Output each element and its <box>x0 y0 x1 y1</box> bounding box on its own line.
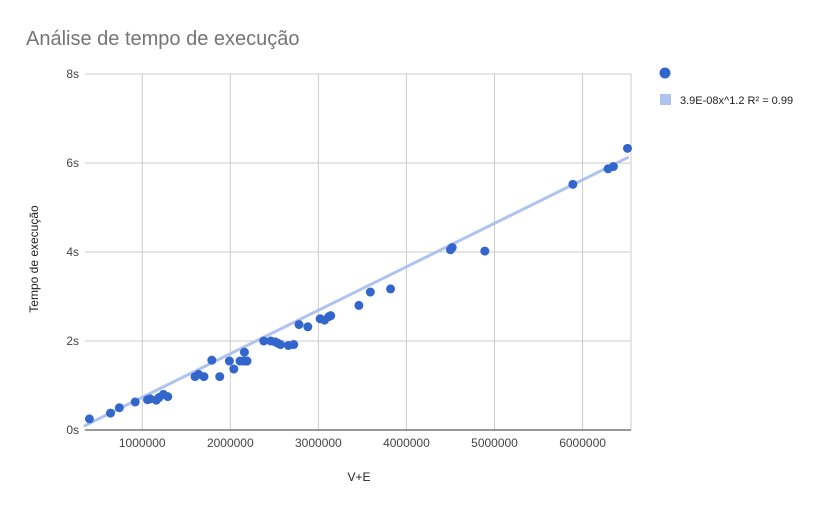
data-point <box>130 397 140 407</box>
data-point <box>289 340 299 350</box>
x-axis-label: V+E <box>347 470 370 484</box>
legend-trendline-swatch <box>660 94 671 105</box>
data-point <box>480 246 490 256</box>
data-point <box>447 243 457 253</box>
x-tick-label: 4000000 <box>383 436 430 450</box>
trendline-group <box>83 156 629 428</box>
legend-series-marker <box>659 67 671 79</box>
x-tick-label: 2000000 <box>207 436 254 450</box>
trendline <box>83 156 629 428</box>
data-point <box>386 284 396 294</box>
legend: 3.9E-08x^1.2 R² = 0.99 <box>659 67 793 107</box>
data-point <box>84 414 94 424</box>
data-point <box>163 392 173 402</box>
y-tick-label: 0s <box>66 423 79 437</box>
data-point <box>303 322 313 332</box>
chart-grid <box>85 73 632 430</box>
data-point <box>239 347 249 357</box>
x-tick-label: 5000000 <box>471 436 518 450</box>
data-point <box>294 320 304 330</box>
tick-labels: 0s 2s 4s 6s 8s 1000000 2000000 3000000 4000000 50… <box>66 67 606 450</box>
chart-title: Análise de tempo de execução <box>26 28 300 50</box>
data-point <box>215 372 225 382</box>
data-point <box>259 336 269 346</box>
x-tick-label: 3000000 <box>295 436 342 450</box>
data-point <box>365 287 375 297</box>
data-point <box>354 300 364 310</box>
y-axis-label: Tempo de execução <box>27 205 41 313</box>
data-points <box>84 143 632 424</box>
data-point <box>114 403 124 413</box>
data-point <box>622 143 632 153</box>
data-point <box>276 340 286 350</box>
data-point <box>608 162 618 172</box>
data-point <box>242 356 252 366</box>
y-tick-label: 8s <box>66 67 79 81</box>
data-point <box>229 364 239 374</box>
y-tick-label: 6s <box>66 156 79 170</box>
y-tick-label: 4s <box>66 245 79 259</box>
legend-trendline-label: 3.9E-08x^1.2 R² = 0.99 <box>680 95 793 107</box>
data-point <box>106 408 116 418</box>
data-point <box>326 311 336 321</box>
x-tick-label: 1000000 <box>119 436 166 450</box>
data-point <box>207 355 217 365</box>
data-point <box>199 372 209 382</box>
data-point <box>224 356 234 366</box>
data-point <box>568 179 578 189</box>
x-tick-label: 6000000 <box>559 436 606 450</box>
y-tick-label: 2s <box>66 334 79 348</box>
